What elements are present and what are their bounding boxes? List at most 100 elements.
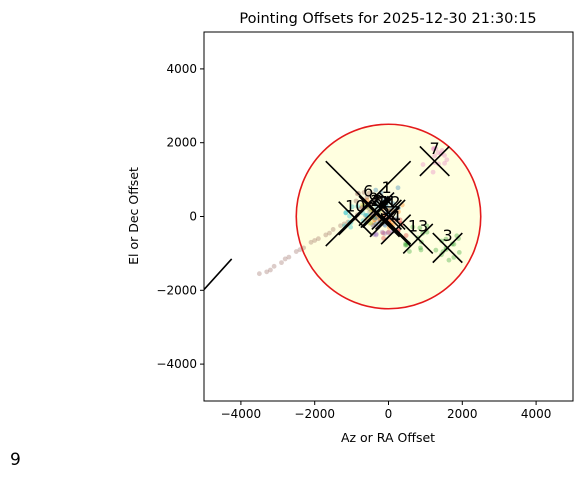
trail-point [268, 267, 273, 273]
scatter-point [373, 187, 379, 193]
cluster-cross [380, 214, 412, 245]
cluster-cross [419, 145, 450, 177]
cluster-cross [338, 201, 373, 236]
chart-title: Pointing Offsets for 2025-12-30 21:30:15 [239, 11, 536, 27]
trail-point [286, 254, 292, 260]
trail-point [297, 247, 303, 253]
trail-point [301, 245, 307, 251]
scatter-point [361, 190, 367, 195]
cluster-label: 11 [376, 193, 396, 212]
scatter-point [349, 204, 355, 210]
scatter-point [343, 210, 349, 215]
trail-point [271, 263, 277, 269]
scatter-point [355, 203, 360, 209]
scatter-point [430, 169, 436, 175]
scatter-point [359, 202, 365, 208]
trail-point [323, 232, 329, 238]
scatter-point [366, 190, 372, 196]
scatter-point [363, 213, 368, 219]
scatter-point [348, 224, 354, 230]
scatter-point [442, 160, 447, 166]
offscale-line [204, 258, 233, 291]
trail-point [279, 260, 284, 266]
cross-layer [325, 145, 463, 264]
y-axis-ticks: −4000 −2000 0 2000 4000 [156, 62, 204, 371]
scatter-point [379, 229, 385, 235]
cluster-cross [378, 191, 395, 208]
cluster-label: 4 [391, 207, 401, 226]
scatter-point [395, 185, 401, 191]
cluster-cross [362, 197, 393, 229]
scatter-point [372, 217, 378, 223]
scatter-point [353, 198, 359, 204]
cluster-cross [402, 223, 434, 254]
scatter-point [397, 217, 403, 223]
scatter-point [432, 153, 437, 159]
scatter-point [431, 146, 436, 152]
cluster-label: 12 [380, 193, 400, 212]
corner-label: 9 [10, 450, 21, 470]
scatter-point [424, 223, 430, 229]
scatter-point [386, 229, 391, 235]
scatter-point [433, 146, 439, 151]
plot-area [204, 123, 482, 310]
scatter-point [444, 157, 450, 163]
trail-point [341, 221, 347, 227]
scatter-point [368, 220, 374, 226]
y-tick-label: −4000 [156, 357, 197, 371]
trail-point [282, 256, 288, 262]
y-axis-label: El or Dec Offset [126, 167, 141, 265]
trail-point [264, 269, 270, 275]
scatter-point [456, 249, 462, 255]
x-tick-label: −2000 [294, 407, 335, 421]
scatter-point [371, 220, 377, 226]
cluster-cross [358, 195, 390, 227]
y-tick-label: 4000 [166, 62, 197, 76]
scatter-point [433, 247, 439, 253]
y-tick-label: 0 [189, 210, 197, 224]
scatter-point [443, 236, 449, 242]
trail-point [315, 236, 321, 242]
cluster-cross [432, 232, 463, 264]
cluster-cross [371, 199, 402, 230]
trail-point [330, 227, 336, 232]
cluster-label: 7 [430, 139, 440, 158]
scatter-point [403, 242, 408, 248]
scatter-point [364, 195, 370, 200]
scatter-point [373, 232, 379, 238]
scatter-point [418, 247, 424, 253]
cluster-label: 5 [380, 200, 390, 219]
scatter-point [380, 230, 386, 236]
cluster-label: 2 [370, 191, 380, 210]
cluster-label: 8 [372, 191, 382, 210]
trail-point [312, 238, 318, 243]
scatter-point [403, 233, 409, 238]
scatter-point [442, 153, 447, 158]
scatter-point [376, 196, 382, 202]
cluster-label: 13 [408, 217, 428, 236]
trail-point [327, 230, 332, 236]
scatter-point [417, 225, 423, 231]
x-axis-label: Az or RA Offset [341, 430, 435, 445]
scatter-point [371, 217, 377, 223]
x-tick-label: 0 [385, 407, 393, 421]
trail-point [293, 249, 299, 254]
scatter-point [382, 231, 388, 237]
scatter-point [343, 210, 349, 216]
cluster-label: 10 [345, 196, 365, 215]
cluster-label: 1 [382, 178, 392, 197]
scatter-point [446, 257, 452, 263]
scatter-point [418, 245, 423, 251]
scatter-point [410, 224, 416, 230]
x-tick-label: 2000 [447, 407, 478, 421]
x-tick-label: 4000 [521, 407, 552, 421]
scatter-point [407, 249, 412, 254]
trail-point [256, 271, 262, 277]
y-tick-label: −2000 [156, 283, 197, 297]
scatter-point [347, 213, 352, 219]
scatter-point [385, 230, 391, 236]
x-axis-ticks: −4000 −2000 0 2000 4000 [221, 401, 552, 421]
scatter-point [435, 150, 441, 156]
